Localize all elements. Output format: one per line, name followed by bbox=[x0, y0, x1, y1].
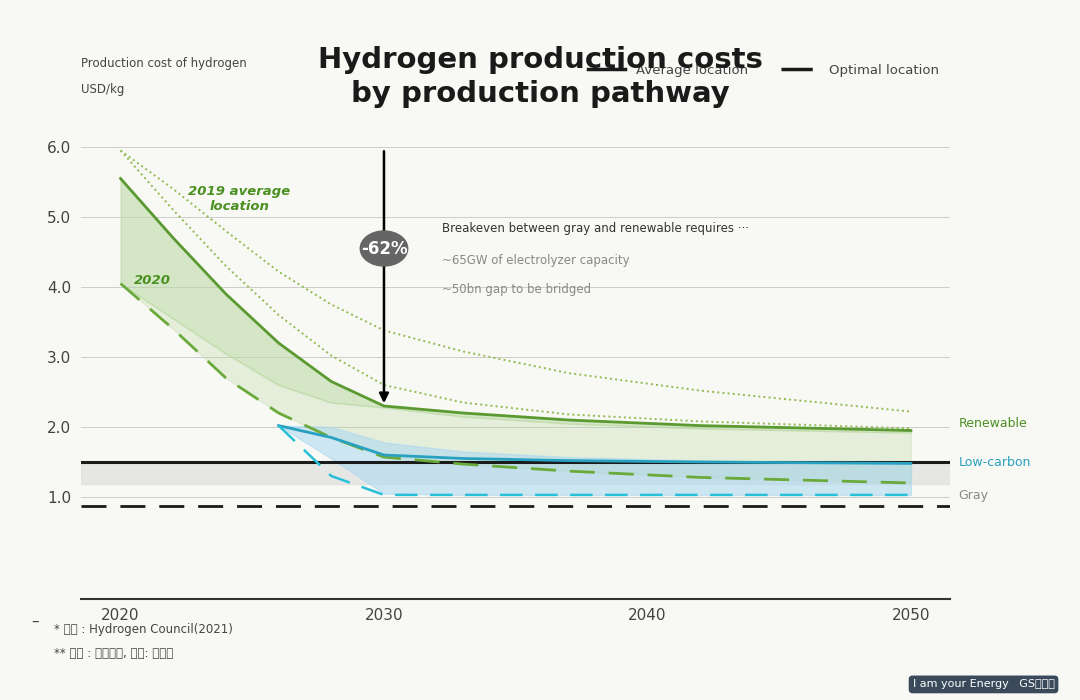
Bar bbox=[81, 462, 950, 484]
Text: * 출처 : Hydrogen Council(2021): * 출처 : Hydrogen Council(2021) bbox=[54, 624, 233, 636]
Text: 2020: 2020 bbox=[134, 274, 171, 286]
Text: USD/kg: USD/kg bbox=[81, 83, 124, 96]
Text: Renewable: Renewable bbox=[958, 417, 1027, 430]
Text: Low-carbon: Low-carbon bbox=[958, 456, 1030, 468]
Ellipse shape bbox=[361, 231, 407, 266]
Text: Gray: Gray bbox=[958, 489, 988, 502]
Text: –: – bbox=[31, 613, 39, 629]
Text: I am your Energy   GS칼렉스: I am your Energy GS칼렉스 bbox=[913, 680, 1054, 689]
Legend: Average location, Optimal location: Average location, Optimal location bbox=[583, 59, 944, 83]
Text: ~50bn gap to be bridged: ~50bn gap to be bridged bbox=[442, 284, 591, 296]
Text: 2019 average
location: 2019 average location bbox=[188, 186, 291, 214]
Text: Production cost of hydrogen: Production cost of hydrogen bbox=[81, 57, 246, 70]
Text: ** 실선 : 평균위치, 점선: 최적지: ** 실선 : 평균위치, 점선: 최적지 bbox=[54, 647, 173, 659]
Text: ~65GW of electrolyzer capacity: ~65GW of electrolyzer capacity bbox=[442, 254, 630, 267]
Text: Breakeven between gray and renewable requires ···: Breakeven between gray and renewable req… bbox=[442, 222, 748, 235]
Text: -62%: -62% bbox=[361, 239, 407, 258]
Text: Hydrogen production costs
by production pathway: Hydrogen production costs by production … bbox=[318, 46, 762, 108]
